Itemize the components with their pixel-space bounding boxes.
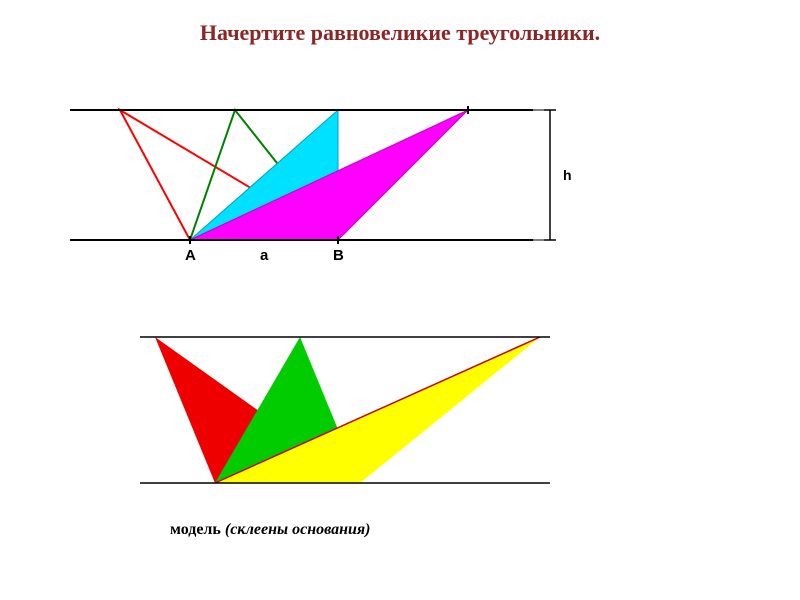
- diagram-equal-area-triangles: A Ba h: [60, 95, 590, 275]
- caption-text-2: (склеены основания): [225, 521, 371, 538]
- page-title: Начертите равновеликие треугольники.: [0, 20, 800, 46]
- svg-text:A: A: [185, 247, 196, 264]
- svg-text:B: B: [333, 247, 344, 264]
- caption-text-1: модель: [170, 521, 225, 538]
- diagram-caption: модель (склеены основания): [170, 520, 371, 541]
- svg-text:a: a: [260, 247, 269, 264]
- svg-text:h: h: [563, 167, 572, 183]
- diagram-model-glued-bases: [135, 325, 555, 495]
